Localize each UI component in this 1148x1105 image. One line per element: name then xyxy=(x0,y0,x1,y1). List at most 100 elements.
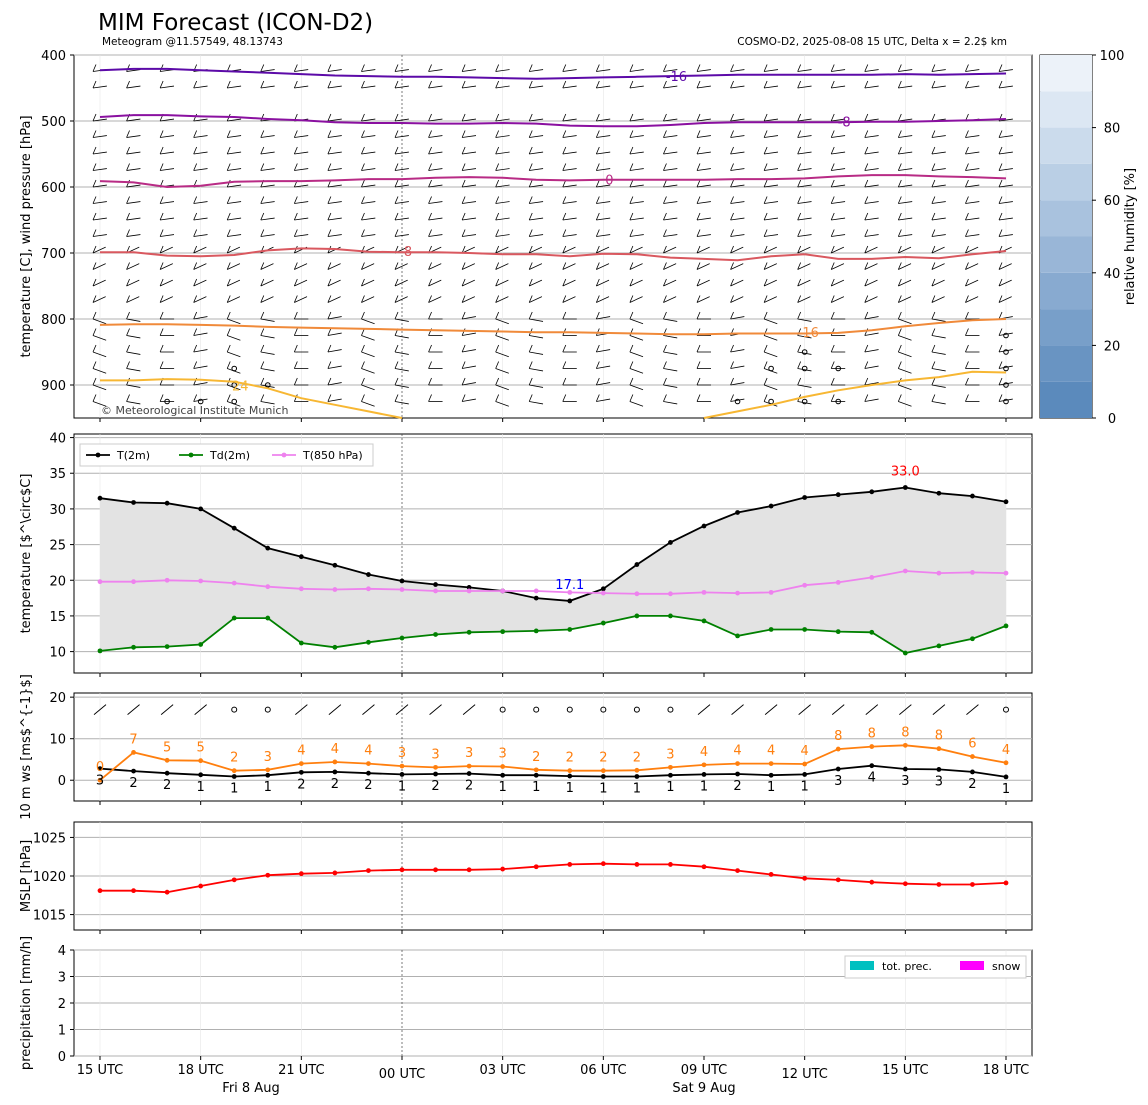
x-tick-label: 21 UTC xyxy=(278,1063,324,1078)
wind-barb xyxy=(193,118,208,122)
wind-barb-flag xyxy=(495,229,500,237)
wind-barb-flag xyxy=(931,361,936,369)
wind-barb-flag xyxy=(763,80,768,89)
wind-barb xyxy=(193,246,207,254)
wind-barb-flag xyxy=(864,196,869,204)
wind-barb xyxy=(260,368,275,372)
wind-barb xyxy=(394,168,409,171)
wind-barb xyxy=(126,234,141,237)
wind-barb-flag xyxy=(830,179,835,188)
wind-barb-flag xyxy=(629,361,634,369)
calm-marker xyxy=(231,706,238,713)
wind-barb-flag xyxy=(797,146,802,155)
wind-barb-flag xyxy=(293,262,298,270)
wind-barb-flag xyxy=(965,245,969,254)
gust-label: 2 xyxy=(566,751,574,766)
wind-barb-flag xyxy=(696,394,701,402)
wind-barb-flag xyxy=(495,377,500,386)
wind-barb-flag xyxy=(663,146,667,155)
series-point xyxy=(131,500,136,505)
wind-barb-flag xyxy=(293,229,298,237)
wind-barb-flag xyxy=(797,361,802,369)
wind-barb-flag xyxy=(830,245,835,254)
y-tick-label: 1020 xyxy=(33,870,66,885)
wind-barb xyxy=(328,704,342,715)
wind-barb-flag xyxy=(327,146,332,155)
mean-wind-label: 2 xyxy=(129,776,137,791)
series-point xyxy=(466,763,472,769)
wind-barb-flag xyxy=(260,295,265,303)
wind-barb xyxy=(998,349,1013,353)
contour-line xyxy=(100,370,1007,419)
wind-barb-flag xyxy=(663,262,667,270)
wind-barb xyxy=(696,69,711,72)
wind-barb-flag xyxy=(797,163,802,171)
calm-marker xyxy=(499,706,506,713)
wind-barb xyxy=(361,335,375,341)
wind-barb xyxy=(562,296,576,303)
calm-marker xyxy=(633,706,640,713)
wind-barb xyxy=(227,318,241,325)
wind-barb-flag xyxy=(528,344,533,353)
wind-barb xyxy=(394,201,409,204)
wind-barb-flag xyxy=(361,311,365,320)
wind-barb xyxy=(831,279,845,287)
wind-barb xyxy=(797,335,812,339)
wind-barb xyxy=(361,168,376,171)
wind-barb xyxy=(898,234,913,237)
wind-barb xyxy=(965,184,980,188)
series-point xyxy=(97,579,103,585)
wind-barb-flag xyxy=(361,229,365,237)
wind-barb xyxy=(462,85,477,89)
wind-barb-flag xyxy=(897,229,902,237)
y-axis-label: temperature [C], wind pressure [hPa] xyxy=(19,115,34,357)
series-point xyxy=(802,761,808,767)
wind-barb xyxy=(126,118,141,122)
wind-barb-flag xyxy=(461,179,466,188)
mean-wind-label: 1 xyxy=(801,779,809,794)
y-axis-label: precipitation [mm/h] xyxy=(19,936,34,1070)
wind-barb xyxy=(260,151,275,155)
wind-barb xyxy=(394,263,408,270)
wind-barb xyxy=(92,318,107,325)
wind-barb xyxy=(663,168,678,171)
wind-barb xyxy=(898,263,912,270)
wind-barb xyxy=(931,135,946,138)
wind-barb xyxy=(260,234,275,237)
wind-barb-flag xyxy=(998,295,1003,303)
wind-barb xyxy=(361,368,375,374)
wind-barb xyxy=(260,351,275,355)
wind-barb xyxy=(92,246,106,254)
wind-barb-flag xyxy=(797,229,802,237)
wind-barb-flag xyxy=(696,262,701,270)
series-point xyxy=(1003,774,1009,780)
wind-barb-flag xyxy=(226,262,231,270)
wind-barb xyxy=(92,201,107,204)
wind-barb-flag xyxy=(965,377,969,386)
wind-barb-flag xyxy=(461,212,466,221)
wind-barb-flag xyxy=(897,64,902,72)
wind-barb-flag xyxy=(998,80,1003,89)
wind-barb xyxy=(394,234,409,237)
wind-barb xyxy=(731,704,744,715)
calm-marker xyxy=(801,365,808,372)
wind-barb xyxy=(931,401,946,405)
wind-barb-flag xyxy=(797,179,802,188)
wind-barb-flag xyxy=(864,245,869,254)
wind-barb-flag xyxy=(293,64,298,72)
series-point xyxy=(366,868,371,873)
series-point xyxy=(466,771,472,776)
wind-barb xyxy=(797,69,812,72)
wind-barb xyxy=(429,704,442,715)
wind-barb-flag xyxy=(864,328,869,336)
wind-barb xyxy=(730,365,745,369)
wind-barb-flag xyxy=(394,212,399,221)
wind-barb-flag xyxy=(797,295,802,303)
series-point xyxy=(97,648,103,654)
wind-barb xyxy=(831,184,846,188)
wind-barb xyxy=(327,85,342,89)
wind-barb-flag xyxy=(159,196,164,204)
wind-barb-flag xyxy=(663,311,667,320)
wind-barb xyxy=(898,246,912,254)
wind-barb xyxy=(831,118,846,122)
